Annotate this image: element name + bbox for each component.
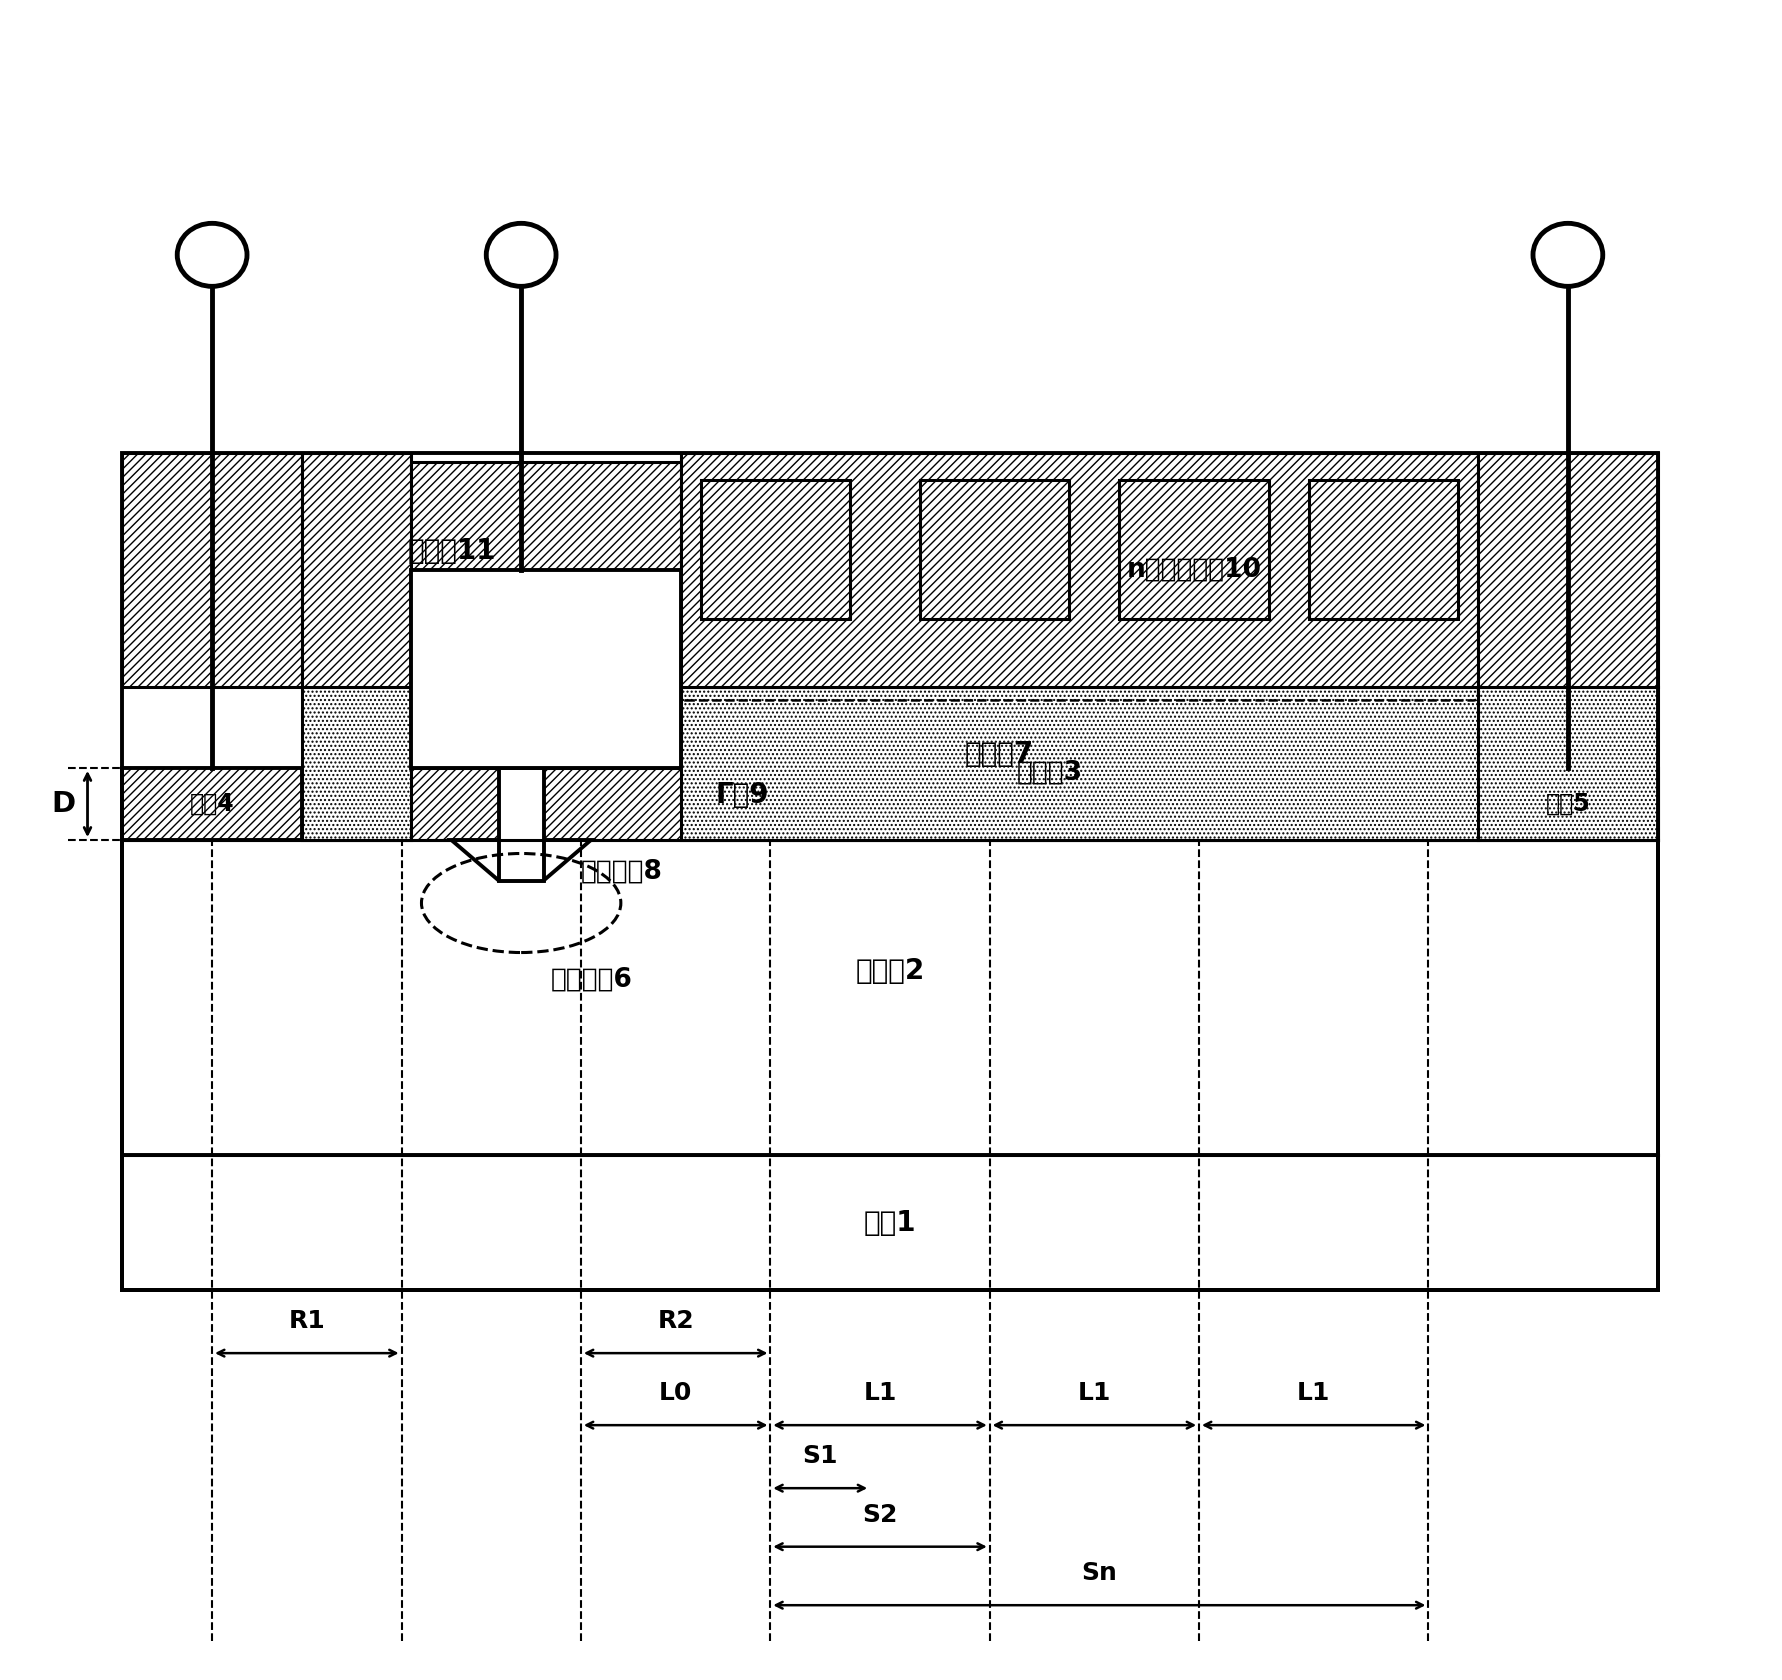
Text: D: D — [52, 790, 75, 818]
Text: 第一凹槽6: 第一凹槽6 — [551, 966, 633, 993]
Bar — [1477, 768, 1657, 840]
Text: 钝化层7: 钝化层7 — [966, 741, 1034, 768]
Bar — [1477, 687, 1657, 840]
Bar — [123, 454, 1657, 1290]
Text: L1: L1 — [1078, 1381, 1110, 1406]
Text: 漏极5: 漏极5 — [1545, 791, 1590, 816]
Bar — [301, 687, 412, 840]
Text: 第二凹槽8: 第二凹槽8 — [581, 858, 663, 884]
Text: Γ栅9: Γ栅9 — [716, 781, 770, 810]
Bar — [123, 454, 301, 687]
Bar — [920, 480, 1069, 620]
Bar — [412, 570, 681, 768]
Bar — [1477, 454, 1657, 687]
Text: 过渡层2: 过渡层2 — [855, 956, 925, 984]
Polygon shape — [451, 840, 592, 880]
Bar — [920, 620, 1069, 687]
Text: 源极4: 源极4 — [191, 791, 235, 816]
Bar — [499, 768, 544, 880]
Bar — [123, 768, 1657, 840]
Text: L1: L1 — [862, 1381, 896, 1406]
Text: R1: R1 — [289, 1309, 324, 1334]
Text: 势垒层3: 势垒层3 — [1016, 759, 1082, 786]
Bar — [681, 454, 1477, 687]
Bar — [123, 840, 1657, 1156]
Text: S2: S2 — [862, 1504, 898, 1527]
Text: L0: L0 — [659, 1381, 693, 1406]
Bar — [412, 462, 681, 570]
Text: L1: L1 — [1297, 1381, 1331, 1406]
Text: 衬底1: 衬底1 — [864, 1208, 916, 1236]
Bar — [681, 687, 1477, 840]
Bar — [700, 620, 850, 687]
Bar — [301, 454, 412, 687]
Text: n个浮空场板10: n个浮空场板10 — [1126, 558, 1262, 583]
Bar — [123, 1156, 1657, 1290]
Text: 保护层11: 保护层11 — [408, 538, 495, 564]
Bar — [1308, 620, 1458, 687]
Bar — [1119, 480, 1269, 620]
Text: S1: S1 — [802, 1445, 838, 1468]
Bar — [123, 768, 301, 840]
Text: R2: R2 — [658, 1309, 693, 1334]
Bar — [700, 480, 850, 620]
Bar — [1119, 620, 1269, 687]
Text: Sn: Sn — [1082, 1561, 1117, 1586]
Bar — [1308, 480, 1458, 620]
